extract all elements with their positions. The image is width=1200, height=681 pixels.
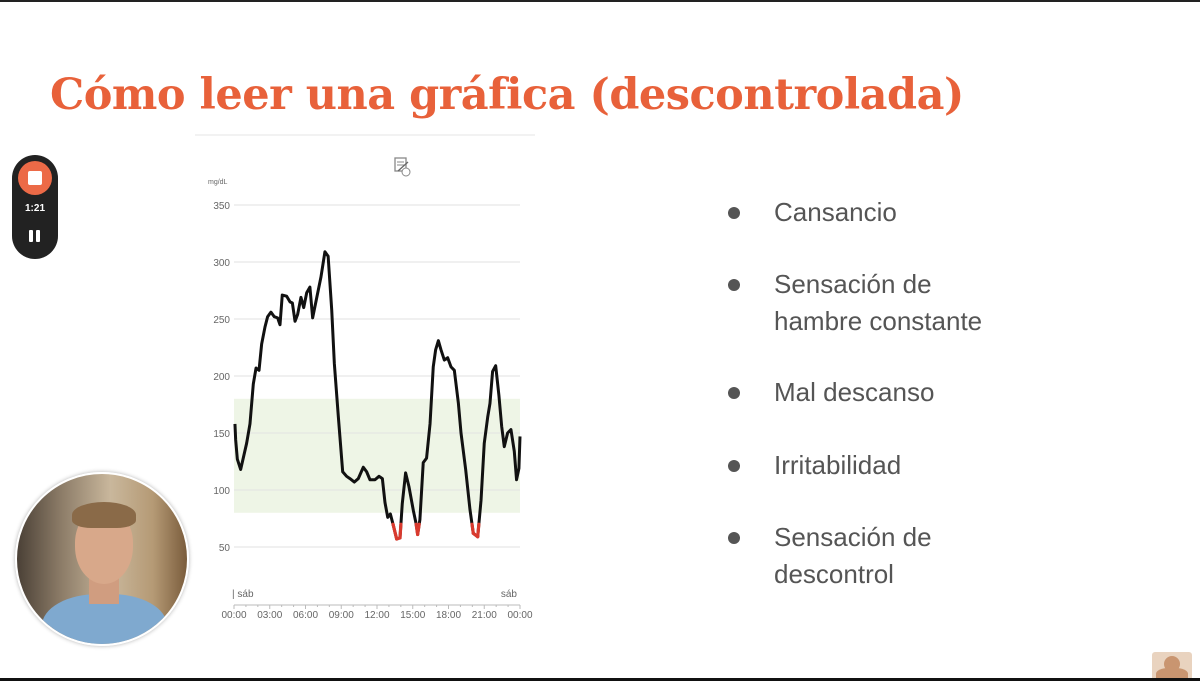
y-tick-label: 100 <box>213 486 230 497</box>
y-tick-label: 300 <box>213 258 230 269</box>
stop-recording-button[interactable] <box>18 161 52 195</box>
day-label-end: sáb <box>501 589 518 600</box>
window-top-border <box>0 0 1200 2</box>
webcam-person-hair <box>72 502 136 528</box>
x-tick-label: 03:00 <box>257 610 282 621</box>
bullet-dot-icon <box>728 207 740 219</box>
x-tick-label: 09:00 <box>329 610 354 621</box>
recording-controls: 1:21 <box>12 155 58 259</box>
y-tick-label: 50 <box>219 543 231 554</box>
day-label-start: | sáb <box>232 589 254 600</box>
bullet-text: descontrol <box>774 559 894 589</box>
low-glucose-segment <box>476 522 481 539</box>
target-range-band <box>234 398 520 513</box>
bullet-dot-icon <box>728 460 740 472</box>
y-unit-label: mg/dL <box>208 179 228 186</box>
bullet-dot-icon <box>728 532 740 544</box>
pause-recording-button[interactable] <box>29 230 41 242</box>
low-glucose-segment <box>391 523 399 541</box>
stop-icon <box>28 171 42 185</box>
x-tick-label: 06:00 <box>293 610 318 621</box>
presenter-thumbnail[interactable] <box>1152 652 1192 680</box>
x-tick-label: 21:00 <box>472 610 497 621</box>
low-glucose-segment <box>416 522 421 537</box>
bullet-text: Irritabilidad <box>774 450 902 480</box>
bullet-dot-icon <box>728 387 740 399</box>
y-tick-label: 200 <box>213 372 230 383</box>
recording-timer: 1:21 <box>24 203 45 214</box>
x-tick-label: 12:00 <box>364 610 389 621</box>
report-icon <box>394 157 411 177</box>
bullet-text: Sensación de <box>774 269 932 299</box>
y-tick-label: 150 <box>213 429 230 440</box>
low-glucose-segment <box>398 522 403 540</box>
bullet-text: Mal descanso <box>774 377 935 407</box>
y-tick-label: 350 <box>213 201 230 212</box>
webcam-overlay[interactable] <box>15 472 189 646</box>
x-tick-label: 00:00 <box>507 610 532 621</box>
window-bottom-border <box>0 678 1200 681</box>
glucose-chart: mg/dL 350 300 250 200 150 100 50 00:00 03:00 06:… <box>195 134 535 621</box>
x-tick-label: 00:00 <box>221 610 246 621</box>
y-tick-label: 250 <box>213 315 230 326</box>
bullet-dot-icon <box>728 279 740 291</box>
bullet-text: Sensación de <box>774 522 932 552</box>
thumbnail-body <box>1156 668 1188 680</box>
bullet-text: hambre constante <box>774 306 983 336</box>
thumbnail-head <box>1164 656 1180 672</box>
slide-title: Cómo leer una gráfica (descontrolada) <box>50 70 964 120</box>
bullet-text: Cansancio <box>774 197 897 227</box>
x-tick-label: 18:00 <box>436 610 461 621</box>
pause-icon <box>29 230 33 242</box>
pause-icon <box>36 230 40 242</box>
x-tick-label: 15:00 <box>400 610 425 621</box>
